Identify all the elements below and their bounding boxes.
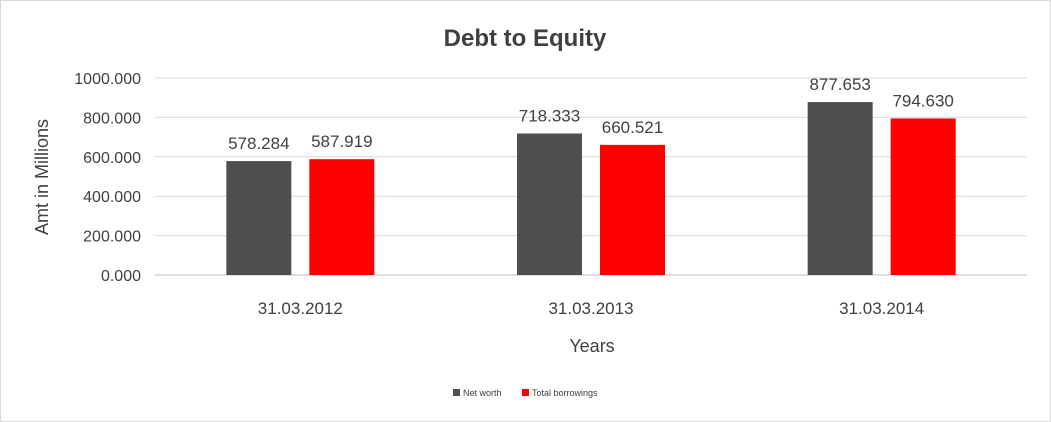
bar-net-worth bbox=[226, 161, 292, 275]
data-label: 660.521 bbox=[602, 118, 663, 137]
bar-total-borrowings bbox=[309, 159, 375, 275]
legend-swatch bbox=[453, 389, 460, 396]
legend: Net worth Total borrowings bbox=[453, 388, 598, 398]
data-label: 578.284 bbox=[228, 134, 289, 153]
bar-total-borrowings bbox=[600, 144, 665, 275]
y-tick-label: 1000.000 bbox=[74, 71, 141, 88]
x-tick-label: 31.03.2012 bbox=[258, 299, 343, 318]
data-labels: 578.284 587.919 718.333 660.521 877.653 794.6… bbox=[228, 75, 954, 153]
x-axis-title: Years bbox=[569, 336, 614, 356]
legend-swatch bbox=[522, 389, 529, 396]
legend-label: Net worth bbox=[463, 388, 502, 398]
y-axis-tick-labels: 0.000 200.000 400.000 600.000 800.000 1000.00… bbox=[74, 71, 141, 285]
bar-net-worth bbox=[517, 133, 582, 275]
bar-net-worth bbox=[807, 102, 873, 275]
gridlines bbox=[155, 77, 1027, 276]
bar-total-borrowings bbox=[890, 118, 956, 276]
y-tick-label: 800.000 bbox=[83, 110, 141, 127]
y-tick-label: 200.000 bbox=[83, 229, 141, 246]
y-tick-label: 0.000 bbox=[101, 268, 141, 285]
legend-label: Total borrowings bbox=[532, 388, 598, 398]
x-tick-label: 31.03.2013 bbox=[548, 299, 633, 318]
y-tick-label: 600.000 bbox=[83, 150, 141, 167]
data-label: 794.630 bbox=[892, 91, 953, 110]
y-tick-label: 400.000 bbox=[83, 189, 141, 206]
chart-title: Debt to Equity bbox=[444, 25, 607, 52]
x-axis-tick-labels: 31.03.2012 31.03.2013 31.03.2014 bbox=[258, 299, 924, 318]
x-tick-label: 31.03.2014 bbox=[839, 299, 924, 318]
bars bbox=[226, 102, 956, 276]
data-label: 587.919 bbox=[311, 132, 372, 151]
data-label: 718.333 bbox=[519, 106, 580, 125]
y-axis-title: Amt in Millions bbox=[32, 119, 52, 235]
data-label: 877.653 bbox=[809, 75, 870, 94]
